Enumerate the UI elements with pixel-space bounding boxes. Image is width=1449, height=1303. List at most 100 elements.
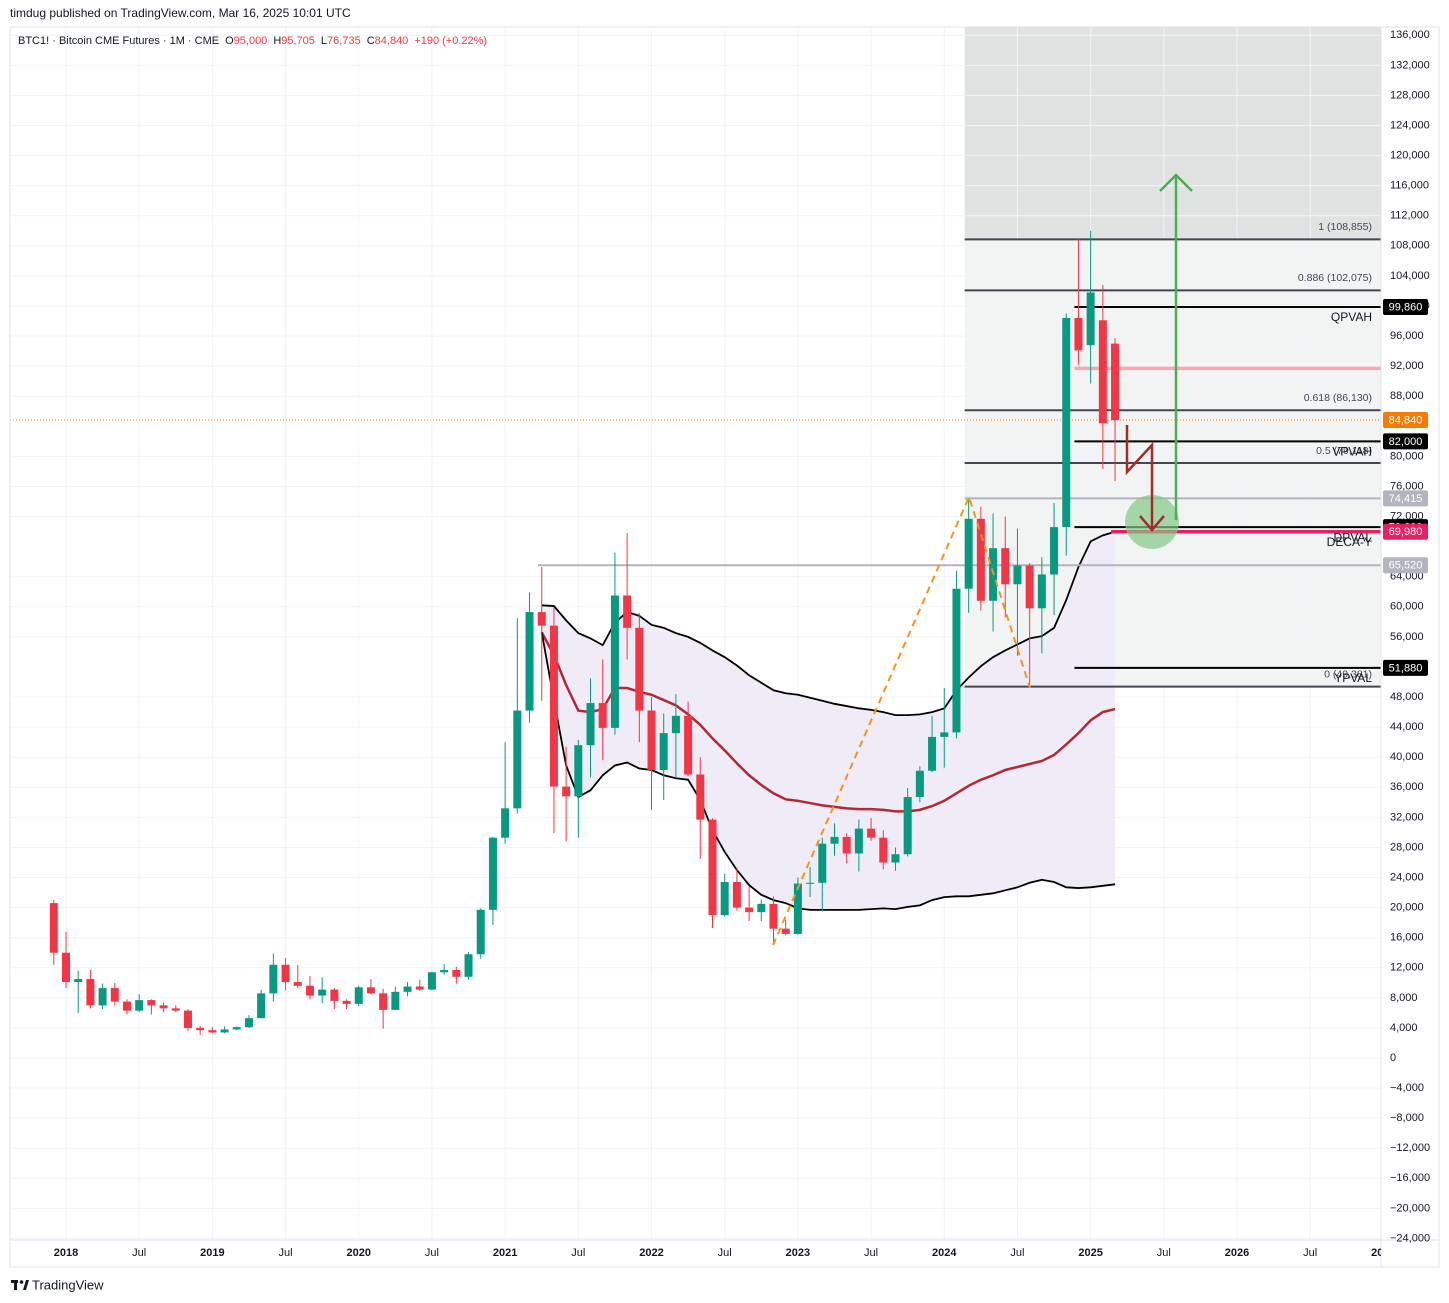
candle-body	[574, 745, 583, 797]
candle-body	[598, 703, 607, 728]
y-tick-label: 20,000	[1390, 902, 1424, 914]
ohlc-value: 95,000	[234, 35, 268, 47]
candle-body	[806, 882, 815, 884]
price-tag	[1383, 557, 1428, 574]
price-tag	[1383, 523, 1428, 540]
candle-body	[208, 1030, 217, 1033]
candle-body	[915, 770, 924, 798]
y-tick-label: 96,000	[1390, 330, 1424, 342]
price-tag	[1383, 433, 1428, 450]
candle-body	[1074, 318, 1083, 351]
candle-body	[269, 964, 278, 994]
candle-body	[391, 991, 400, 1010]
y-tick-label: 132,000	[1390, 59, 1430, 71]
symbol: BTC1! · Bitcoin CME Futures · 1M · CME	[18, 35, 219, 47]
price-tag-label: 51,880	[1389, 662, 1423, 674]
ohlc-value: 76,735	[327, 35, 361, 47]
candle-body	[305, 985, 314, 996]
candle-body	[1111, 343, 1120, 421]
candle-body	[220, 1029, 229, 1033]
annotations	[772, 173, 1193, 946]
x-tick-label: Jul	[1303, 1247, 1317, 1259]
candle-body	[354, 987, 363, 1004]
logo-part	[19, 1280, 24, 1284]
x-tick-label: Jul	[864, 1247, 878, 1259]
trend-dashed	[772, 494, 1031, 946]
candle-body	[86, 979, 95, 1006]
x-tick-label: Jul	[425, 1247, 439, 1259]
candle-body	[537, 612, 546, 626]
price-tag	[1383, 490, 1428, 507]
candle-body	[403, 986, 412, 992]
x-tick-label: 2020	[347, 1247, 371, 1259]
candle-body	[879, 837, 888, 863]
y-tick-label: 112,000	[1390, 210, 1429, 222]
candle-body	[257, 993, 266, 1019]
candle-body	[586, 703, 595, 746]
logo-part	[23, 1280, 29, 1290]
candle-body	[854, 828, 863, 854]
y-tick-label: 8,000	[1390, 992, 1418, 1004]
y-tick-label: −20,000	[1390, 1202, 1430, 1214]
candle-body	[49, 903, 58, 953]
y-tick-label: 44,000	[1390, 721, 1424, 733]
y-tick-label: 48,000	[1390, 691, 1424, 703]
candle-body	[720, 882, 729, 916]
x-tick-label: Jul	[1157, 1247, 1171, 1259]
level-label: VPVAH	[1332, 445, 1372, 459]
candle-body	[976, 518, 985, 601]
candle-body	[1086, 292, 1095, 346]
y-tick-label: 92,000	[1390, 360, 1424, 372]
fib-label: 0.886 (102,075)	[1298, 272, 1372, 284]
candle-body	[1025, 565, 1034, 609]
candle-body	[830, 836, 839, 844]
candle-body	[281, 964, 290, 983]
candle-body	[171, 1008, 180, 1011]
ohlc-key: H	[273, 35, 281, 47]
price-tags: 99,86084,84082,00074,41570,60069,98065,5…	[1383, 299, 1428, 676]
candle-body	[415, 986, 424, 990]
price-tag	[1383, 412, 1428, 429]
candle-body	[745, 907, 754, 913]
band-line	[541, 530, 1116, 716]
y-tick-label: 88,000	[1390, 390, 1424, 402]
candles	[49, 230, 1120, 1035]
y-tick-label: 64,000	[1390, 571, 1424, 583]
fib-label: 0 (49,381)	[1324, 668, 1372, 680]
price-tag-label: 69,980	[1389, 526, 1423, 538]
candle-body	[196, 1027, 205, 1031]
candle-body	[732, 882, 741, 908]
candle-body	[1050, 527, 1059, 575]
candle-body	[696, 774, 705, 820]
y-tick-label: 136,000	[1390, 29, 1430, 41]
y-tick-label: 24,000	[1390, 871, 1424, 883]
y-tick-label: 60,000	[1390, 601, 1424, 613]
candle-body	[659, 733, 668, 770]
price-tag-label: 84,840	[1389, 414, 1423, 426]
x-tick-label: 2026	[1225, 1247, 1249, 1259]
candle-body	[757, 903, 766, 913]
logo-part	[14, 1280, 17, 1290]
y-tick-label: 32,000	[1390, 811, 1424, 823]
y-tick-label: 28,000	[1390, 841, 1424, 853]
candle-body	[464, 954, 473, 977]
candle-body	[769, 903, 778, 929]
y-tick-label: 80,000	[1390, 450, 1424, 462]
x-tick-label: 2024	[932, 1247, 957, 1259]
x-tick-label: 2025	[1078, 1247, 1102, 1259]
down-arrow-head	[1139, 515, 1165, 532]
y-tick-label: 12,000	[1390, 962, 1424, 974]
ohlc-key: O	[225, 35, 234, 47]
candle-body	[1098, 320, 1107, 424]
y-tick-label: 76,000	[1390, 480, 1424, 492]
price-tag	[1383, 299, 1428, 316]
price-tag	[1383, 659, 1428, 676]
candle-body	[1062, 318, 1071, 528]
ohlc-value: 84,840	[375, 35, 409, 47]
x-tick-label: Jul	[718, 1247, 732, 1259]
candle-body	[842, 836, 851, 854]
candle-body	[110, 988, 119, 1002]
candle-body	[61, 952, 70, 983]
